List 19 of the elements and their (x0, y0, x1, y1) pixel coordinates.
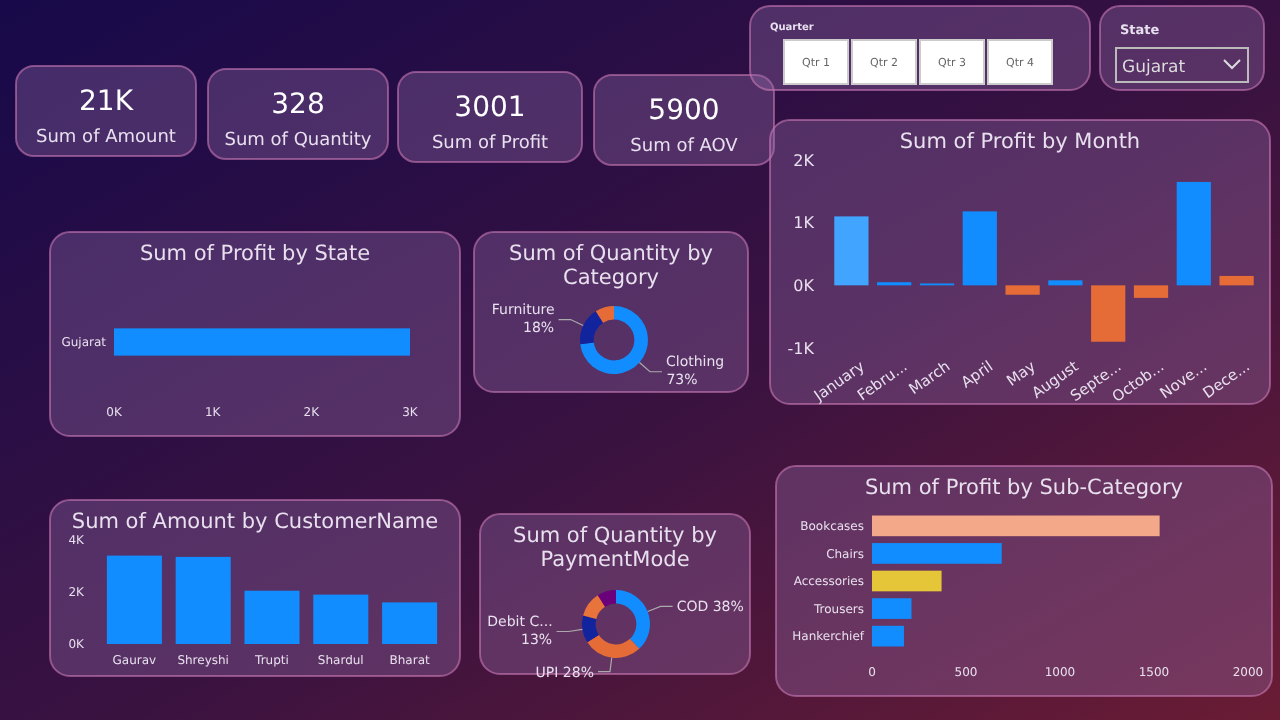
text: Sum of Quantity (224, 131, 373, 151)
text: Sum of Profit (431, 134, 549, 154)
chart-title: Sum of Profit by State (139, 242, 371, 266)
y-tick-label: -1K (787, 339, 816, 358)
y-tick-label: 1K (793, 214, 816, 233)
text: 21K (79, 86, 135, 118)
chart-title: Sum of Quantity by PaymentMode (513, 524, 717, 572)
y-tick-label: 2K (793, 151, 816, 170)
text: 3001 (454, 92, 526, 124)
y-tick-label: 0K (793, 276, 816, 295)
chart-title: Sum of Amount by CustomerName (71, 510, 439, 534)
text: Gujarat (1122, 57, 1187, 78)
text: 328 (271, 89, 325, 121)
text: Sum of Amount (36, 128, 177, 148)
text: Sum of AOV (630, 137, 740, 157)
chart-title: Sum of Profit by Sub-Category (864, 476, 1184, 500)
chart-title: Sum of Quantity by Category (509, 242, 713, 290)
chart-title: Sum of Profit by Month (899, 130, 1141, 154)
text: 5900 (648, 95, 720, 127)
